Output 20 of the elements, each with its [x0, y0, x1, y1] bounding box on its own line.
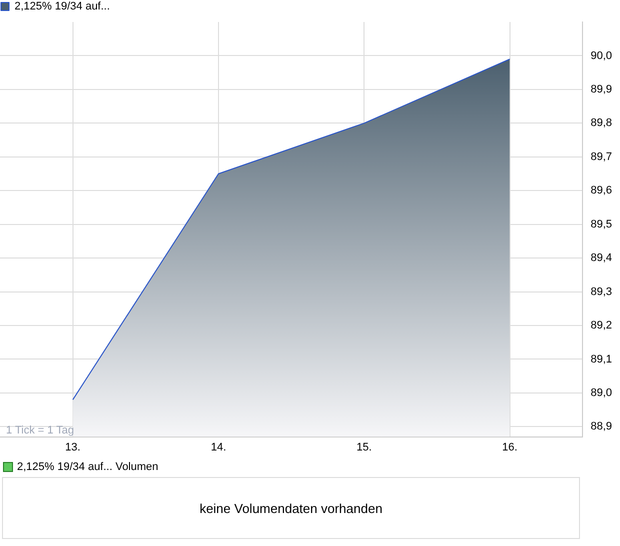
- y-tick-label: 89,6: [590, 184, 612, 197]
- y-tick-label: 89,1: [590, 353, 612, 366]
- legend-label: 2,125% 19/34 auf...: [14, 0, 110, 13]
- y-tick-label: 89,4: [590, 252, 612, 264]
- y-tick-label: 89,8: [590, 117, 612, 130]
- y-tick-label: 90,0: [590, 50, 612, 62]
- text: 2,125% 19/34 auf... Volumen: [17, 461, 158, 473]
- annotation: 1 Tick = 1 Tag: [6, 424, 74, 436]
- y-tick-label: 89,5: [590, 218, 612, 230]
- y-tick-label: 89,3: [590, 286, 612, 298]
- x-tick-label: 15.: [356, 441, 372, 454]
- y-tick-label: 89,2: [590, 320, 612, 332]
- y-tick-label: 89,0: [590, 386, 612, 399]
- y-tick-label: 89,7: [590, 150, 612, 163]
- empty-panel: keine Volumendaten vorhanden: [2, 477, 580, 539]
- y-tick-label: 89,9: [590, 83, 612, 96]
- x-tick-label: 14.: [210, 441, 226, 454]
- x-tick-label: 16.: [502, 441, 518, 454]
- x-tick-label: 13.: [65, 441, 80, 454]
- y-tick-label: 88,9: [590, 420, 612, 433]
